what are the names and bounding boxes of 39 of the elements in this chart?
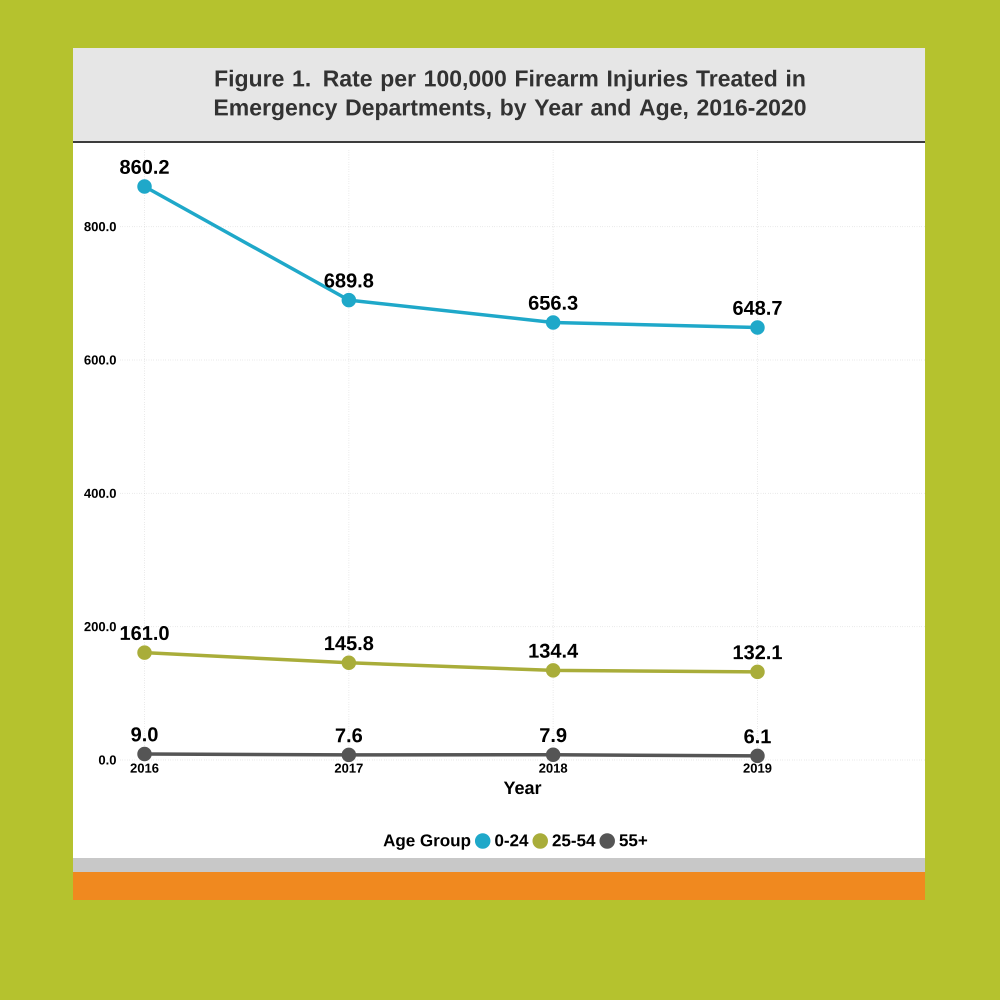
y-tick-label: 400.0 — [84, 488, 116, 498]
data-label: 145.8 — [325, 636, 374, 650]
point — [546, 747, 560, 762]
point — [342, 748, 356, 762]
data-label: 7.6 — [336, 728, 362, 742]
point — [750, 664, 765, 680]
x-tick-label: 2018 — [539, 764, 568, 773]
x-tick-label: 2019 — [743, 764, 772, 773]
point — [342, 656, 356, 670]
data-label: 6.1 — [744, 729, 771, 744]
x-tick-label: 2017 — [334, 764, 363, 773]
data-label: 9.0 — [131, 727, 158, 742]
data-label: 860.2 — [120, 160, 169, 174]
data-label: 161.0 — [120, 626, 169, 640]
point — [750, 320, 765, 335]
data-label: 132.1 — [734, 645, 782, 660]
x-tick-label: 2016 — [130, 764, 158, 773]
point — [546, 315, 560, 330]
point — [137, 179, 152, 194]
data-label: 656.3 — [528, 296, 578, 310]
point — [137, 746, 152, 762]
chart-title: Figure 1. Rate per 100,000 Firearm Injuries Treated in Emergency Departments, by Year and Age, 2016-2020 — [214, 70, 806, 120]
legend-label: 0-24 — [495, 834, 528, 846]
point — [137, 645, 152, 660]
legend-label: 55+ — [619, 834, 648, 846]
point — [546, 663, 560, 678]
y-tick-label: 200.0 — [84, 622, 116, 632]
legend-label: 25-54 — [552, 834, 596, 846]
legend-title: Age Group — [384, 834, 470, 850]
y-tick-label: 0.0 — [98, 755, 116, 765]
y-tick-label: 800.0 — [84, 222, 116, 232]
x-axis-title: Year — [504, 782, 542, 794]
point — [750, 748, 765, 764]
data-label: 134.4 — [529, 644, 578, 658]
data-label: 7.9 — [540, 728, 566, 742]
y-tick-label: 600.0 — [84, 355, 116, 365]
point — [342, 292, 356, 308]
data-label: 648.7 — [733, 300, 782, 315]
data-label: 689.8 — [324, 273, 374, 288]
